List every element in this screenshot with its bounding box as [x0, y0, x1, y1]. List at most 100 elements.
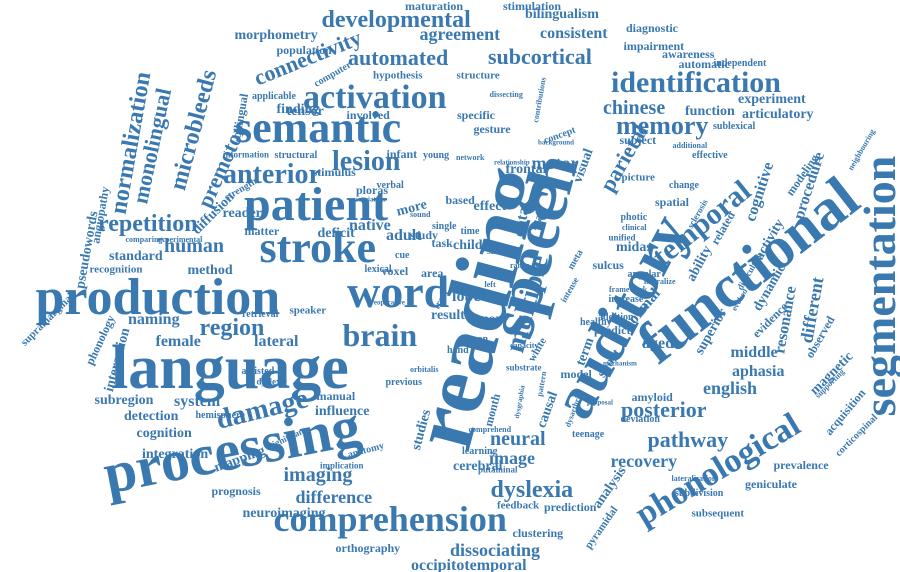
word-preoperative: preoperative — [367, 298, 405, 307]
word-awareness: awareness — [662, 47, 715, 61]
word-influence: influence — [315, 404, 370, 419]
word-bilingualism: bilingualism — [525, 7, 599, 22]
word-comparing: comparing — [125, 235, 163, 244]
word-frontal: frontal — [505, 162, 547, 177]
word-study: study — [410, 228, 439, 242]
word-midas: midas — [616, 240, 652, 255]
word-naming: naming — [128, 311, 180, 328]
word-adult: adult — [386, 227, 422, 244]
word-child: child — [453, 238, 483, 253]
word-memory: memory — [616, 111, 709, 140]
word-reader: reader — [222, 206, 262, 221]
word-based: based — [445, 193, 475, 207]
word-lexical: lexical — [364, 264, 392, 275]
word-hand: hand — [447, 345, 469, 356]
word-recognition: recognition — [89, 263, 143, 276]
word-identification: identification — [611, 66, 781, 99]
word-independent: independent — [713, 58, 767, 69]
word-gesture: gesture — [473, 122, 511, 136]
word-time: time — [460, 226, 480, 237]
word-system: system — [174, 393, 221, 410]
word-patient: patient — [244, 178, 388, 231]
word-substrate: substrate — [506, 362, 542, 373]
word-lateralize: lateralize — [644, 277, 676, 286]
word-aphasia: aphasia — [732, 363, 785, 380]
word-effect: effect — [473, 199, 507, 214]
word-english: english — [703, 378, 758, 398]
word-structure: structure — [456, 69, 500, 82]
word-occipitotemporal: occipitotemporal — [411, 557, 527, 572]
word-deviation: deviation — [620, 414, 660, 425]
word-unified: unified — [608, 232, 636, 243]
word-structural: structural — [274, 150, 318, 161]
word-hemisphere: hemisphere — [195, 410, 245, 421]
word-native: native — [349, 217, 391, 234]
word-production: production — [35, 269, 281, 326]
word-subsequent: subsequent — [691, 507, 745, 520]
word-stroke: stroke — [259, 223, 377, 272]
word-aged: aged — [642, 335, 674, 352]
word-addition: addition — [598, 312, 634, 323]
word-teenage: teenage — [572, 429, 605, 440]
word-young: young — [423, 150, 450, 161]
word-geniculate: geniculate — [745, 477, 797, 491]
word-change: change — [669, 180, 699, 191]
word-matter: matter — [244, 224, 280, 238]
word-segmentation: segmentation — [853, 155, 900, 417]
word-photic: photic — [620, 212, 648, 223]
word-prediction: prediction — [544, 500, 597, 514]
word-healthy: healthy — [580, 317, 612, 328]
word-area: area — [421, 266, 444, 280]
word-repetition: repetition — [98, 211, 198, 237]
word-posterior: posterior — [621, 397, 707, 422]
word-comprehension: comprehension — [273, 499, 507, 539]
word-assisted: assisted — [241, 366, 275, 377]
word-lateralisation: lateralisation — [671, 474, 717, 483]
word-imaging: imaging — [283, 464, 353, 486]
word-brain: brain — [342, 317, 418, 353]
word-tumor: tumor — [466, 310, 502, 326]
word-dyslexia: dyslexia — [490, 477, 574, 503]
word-standard: standard — [109, 249, 163, 264]
word-speaker: speaker — [289, 304, 327, 317]
word-lobe: lobe — [452, 288, 481, 305]
word-hypothesis: hypothesis — [373, 69, 423, 82]
word-parietal: parietal — [594, 119, 653, 196]
word-deficit: deficit — [317, 226, 355, 241]
word-clinical: clinical — [622, 223, 647, 232]
word-capacity: capacity — [510, 341, 539, 350]
word-language: language — [111, 334, 349, 402]
word-neuroimaging: neuroimaging — [242, 506, 326, 521]
word-detection: detection — [124, 409, 179, 424]
word-span: span — [468, 334, 489, 345]
word-putaminal: putaminal — [478, 464, 518, 475]
word-word: word — [347, 266, 450, 317]
word-automated: automated — [348, 45, 449, 70]
word-subject: subject — [619, 133, 657, 147]
word-involved: involved — [346, 108, 390, 122]
word-implication: implication — [320, 460, 364, 471]
word-diagnostic: diagnostic — [626, 21, 679, 35]
word-angular: angular — [627, 269, 661, 280]
word-subdivision: subdivision — [675, 488, 724, 499]
word-model: model — [560, 367, 592, 381]
word-impairment: impairment — [623, 39, 685, 53]
word-manual: manual — [316, 389, 356, 403]
word-stimulus: stimulus — [312, 165, 356, 179]
word-relationship: relationship — [494, 158, 530, 167]
word-human: human — [164, 235, 225, 257]
word-stimulation: stimulation — [503, 0, 562, 13]
word-cue: cue — [395, 250, 410, 261]
word-female: female — [155, 333, 201, 350]
word-orbitalis: orbitalis — [410, 365, 439, 374]
word-agreement: agreement — [419, 24, 501, 44]
word-clustering: clustering — [512, 526, 564, 540]
word-spatial: spatial — [655, 195, 690, 209]
word-integration: integration — [142, 447, 209, 462]
word-intense: intense — [558, 275, 581, 304]
word-experimental: experimental — [157, 235, 203, 244]
word-method: method — [187, 263, 233, 278]
word-lateral: lateral — [254, 333, 299, 350]
word-sulcus: sulcus — [592, 258, 624, 272]
